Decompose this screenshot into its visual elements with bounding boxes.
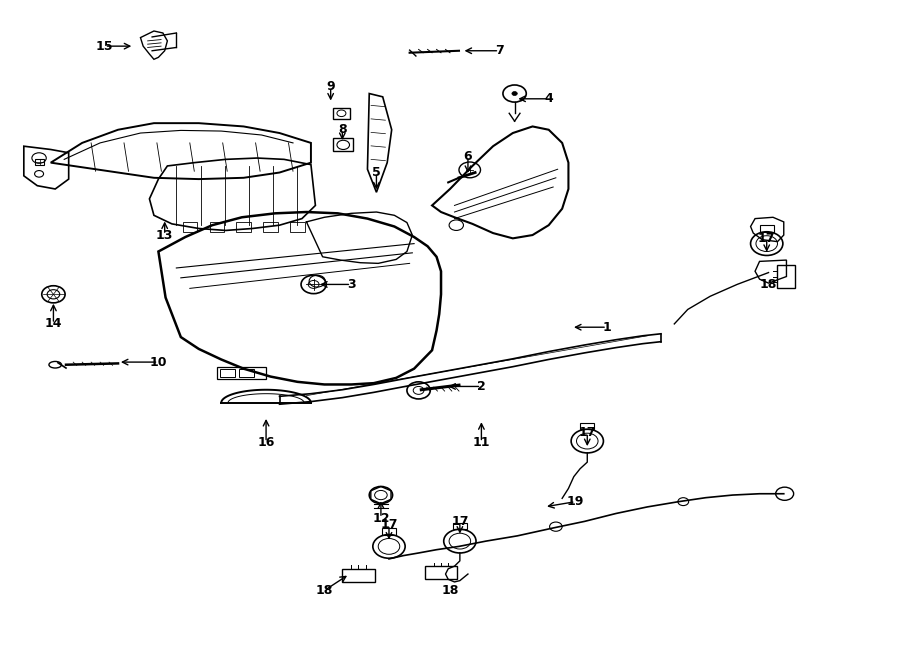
Text: 11: 11	[472, 436, 490, 449]
Text: 6: 6	[464, 149, 472, 163]
Bar	[760, 225, 774, 232]
Text: 16: 16	[257, 436, 274, 449]
Text: 12: 12	[373, 512, 390, 525]
Text: 18: 18	[760, 278, 778, 291]
Text: 17: 17	[758, 232, 776, 245]
Bar	[264, 222, 278, 232]
Text: 9: 9	[327, 81, 335, 93]
Text: 14: 14	[45, 317, 62, 330]
Bar	[425, 566, 457, 579]
Text: 2: 2	[477, 380, 486, 393]
Bar	[183, 222, 197, 232]
Bar	[291, 222, 304, 232]
Bar	[342, 568, 374, 582]
Text: 17: 17	[451, 515, 469, 528]
Bar	[382, 528, 396, 535]
Text: 19: 19	[567, 495, 584, 508]
Text: 3: 3	[347, 278, 356, 291]
Text: 7: 7	[495, 44, 504, 58]
Text: 13: 13	[156, 229, 174, 241]
Bar	[778, 264, 796, 288]
Text: 17: 17	[380, 518, 398, 531]
Bar	[35, 159, 44, 165]
Text: 18: 18	[316, 584, 333, 597]
Bar	[239, 369, 254, 377]
Bar	[453, 523, 467, 529]
Text: 17: 17	[579, 426, 596, 439]
Text: 18: 18	[441, 584, 459, 597]
Bar	[220, 369, 235, 377]
Bar	[217, 367, 266, 379]
Circle shape	[512, 92, 517, 96]
Text: 5: 5	[372, 166, 381, 179]
Bar	[580, 422, 595, 429]
Text: 10: 10	[149, 356, 167, 369]
Bar	[333, 108, 349, 118]
Text: 1: 1	[603, 321, 611, 334]
Bar	[210, 222, 224, 232]
Text: 4: 4	[544, 93, 554, 105]
Bar	[333, 138, 353, 151]
Bar	[237, 222, 251, 232]
Text: 15: 15	[95, 40, 113, 53]
Text: 8: 8	[338, 123, 346, 136]
